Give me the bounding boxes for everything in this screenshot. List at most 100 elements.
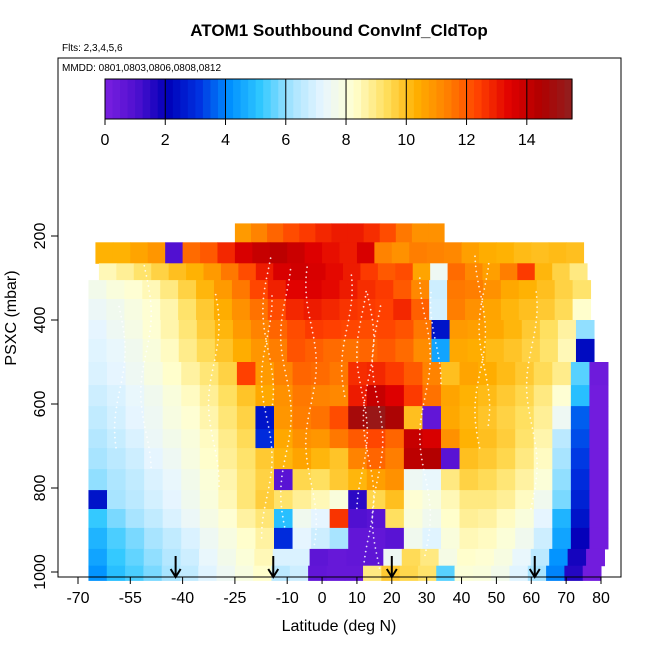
track-dot xyxy=(281,515,284,518)
heatmap-cell xyxy=(88,429,108,449)
track-dot xyxy=(372,323,374,326)
heatmap-cell xyxy=(269,338,288,363)
heatmap-cell xyxy=(178,338,198,363)
track-dot xyxy=(270,363,272,365)
heatmap-cell xyxy=(303,299,323,321)
colorbar-swatch xyxy=(323,79,332,119)
heatmap-cell xyxy=(274,448,294,470)
heatmap-cell xyxy=(393,280,412,300)
track-dot xyxy=(536,457,538,460)
colorbar-swatch xyxy=(308,79,317,119)
track-dot xyxy=(286,379,288,382)
track-dot xyxy=(146,280,149,282)
heatmap-cell xyxy=(218,527,238,550)
heatmap-cell xyxy=(341,320,360,340)
track-dot xyxy=(311,397,314,400)
heatmap-cell xyxy=(478,242,497,264)
heatmap-cell xyxy=(411,299,430,321)
track-dot xyxy=(145,431,147,433)
heatmap-cell xyxy=(250,223,268,243)
track-dot xyxy=(312,493,315,495)
track-dot xyxy=(372,340,375,343)
track-dot xyxy=(142,416,144,418)
track-dot xyxy=(426,488,429,491)
track-dot xyxy=(532,497,534,500)
colorbar-tick-label: 14 xyxy=(518,132,536,149)
heatmap-cell xyxy=(552,448,572,470)
heatmap-cell xyxy=(218,448,238,470)
colorbar-swatch xyxy=(556,79,566,119)
track-dot xyxy=(266,335,269,338)
heatmap-cell xyxy=(447,263,466,281)
heatmap-cell xyxy=(125,469,145,491)
heatmap-cell xyxy=(557,338,577,363)
track-dot xyxy=(378,567,381,569)
track-dot xyxy=(372,505,375,508)
track-dot xyxy=(149,330,151,333)
heatmap-cell xyxy=(311,448,331,470)
track-dot xyxy=(311,488,314,490)
track-dot xyxy=(527,407,530,409)
track-dot xyxy=(341,375,343,377)
track-dot xyxy=(366,426,369,429)
track-dot xyxy=(428,529,431,531)
track-dot xyxy=(478,338,481,341)
heatmap-cell xyxy=(381,565,401,581)
heatmap-cell xyxy=(567,548,587,567)
heatmap-cells xyxy=(88,223,609,581)
x-tick-label: 70 xyxy=(557,590,575,607)
track-dot xyxy=(315,513,317,515)
heatmap-cell xyxy=(214,320,234,340)
track-dot xyxy=(149,300,152,302)
track-dot xyxy=(369,308,372,311)
track-dot xyxy=(114,441,117,444)
colorbar-swatch xyxy=(421,79,430,119)
track-dot xyxy=(284,299,286,301)
track-dot xyxy=(525,386,528,389)
colorbar-swatch xyxy=(406,79,415,119)
track-dot xyxy=(118,391,121,394)
colorbar-swatch xyxy=(105,79,114,119)
heatmap-cell xyxy=(366,469,386,491)
heatmap-cell xyxy=(292,490,312,510)
track-dot xyxy=(418,433,421,436)
track-dot xyxy=(216,344,219,346)
heatmap-cell xyxy=(515,385,535,407)
track-dot xyxy=(429,306,432,309)
heatmap-cell xyxy=(88,509,108,529)
track-dot xyxy=(356,502,359,505)
track-dot xyxy=(363,300,366,303)
heatmap-cell xyxy=(273,263,292,281)
track-dot xyxy=(341,349,344,352)
track-dot xyxy=(270,368,273,370)
track-dot xyxy=(288,278,290,281)
track-dot xyxy=(478,328,480,331)
track-dot xyxy=(114,416,117,419)
heatmap-cell xyxy=(255,406,275,430)
heatmap-cell xyxy=(236,429,256,449)
track-dot xyxy=(264,282,267,285)
colorbar-tick-label: 8 xyxy=(342,132,351,149)
colorbar-tick-label: 4 xyxy=(221,132,230,149)
track-dot xyxy=(371,365,374,368)
track-dot xyxy=(217,465,219,467)
track-dot xyxy=(358,487,360,490)
heatmap-cell xyxy=(339,299,358,321)
heatmap-cell xyxy=(182,242,201,264)
track-dot xyxy=(260,380,263,383)
heatmap-cell xyxy=(530,548,550,567)
track-dot xyxy=(266,272,269,275)
track-dot xyxy=(315,367,318,369)
track-dot xyxy=(356,366,359,369)
track-dot xyxy=(474,421,477,424)
track-dot xyxy=(139,396,142,398)
track-dot xyxy=(351,289,353,292)
track-dot xyxy=(533,331,536,334)
heatmap-cell xyxy=(552,362,572,386)
heatmap-cell xyxy=(151,263,170,281)
heatmap-cell xyxy=(144,448,164,470)
heatmap-cell xyxy=(144,406,164,430)
track-dot xyxy=(363,429,365,432)
track-dot xyxy=(290,404,292,407)
